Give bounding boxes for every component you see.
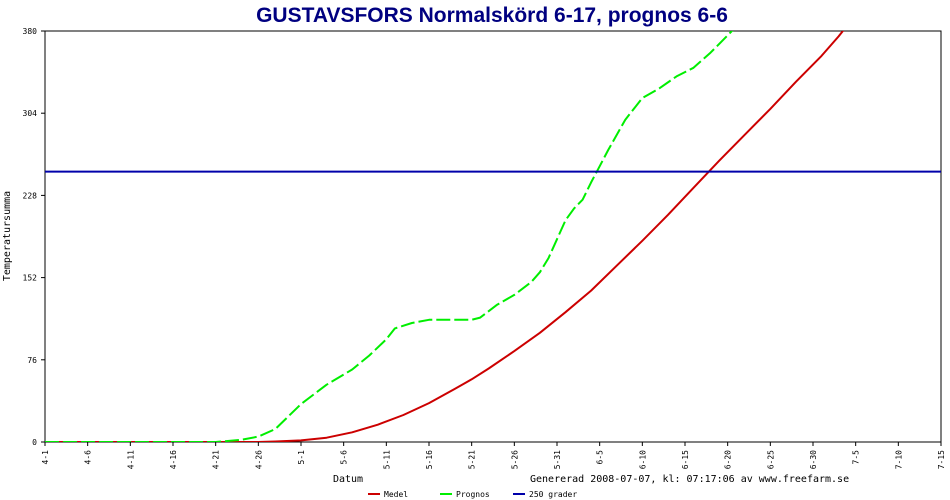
x-tick-label: 4-1 (41, 450, 50, 465)
x-tick-label: 6-15 (681, 450, 690, 469)
legend-label: Medel (384, 490, 408, 499)
x-tick-label: 5-11 (382, 450, 391, 469)
y-axis: 0 76 152 228 304 380 (23, 27, 45, 447)
y-tick-label: 0 (32, 438, 37, 447)
x-tick-label: 6-5 (596, 450, 605, 465)
y-tick-label: 228 (23, 191, 38, 200)
x-tick-label: 7-15 (937, 450, 946, 469)
generated-footer: Genererad 2008-07-07, kl: 07:17:06 av ww… (530, 474, 849, 485)
x-tick-label: 4-26 (254, 450, 263, 469)
y-tick-label: 152 (23, 274, 38, 283)
x-tick-label: 6-10 (638, 450, 647, 469)
x-tick-label: 6-30 (809, 450, 818, 469)
legend-label: Prognos (456, 490, 490, 499)
series-layer (45, 31, 941, 442)
chart-title: GUSTAVSFORS Normalskörd 6-17, prognos 6-… (256, 4, 728, 27)
x-tick-label: 4-21 (212, 450, 221, 469)
x-tick-label: 5-16 (425, 450, 434, 469)
x-tick-label: 4-11 (126, 450, 135, 469)
x-axis-label: Datum (333, 474, 363, 485)
plot-frame (44, 30, 942, 443)
y-axis-label: Temperatursumma (2, 191, 13, 281)
x-tick-label: 5-21 (468, 450, 477, 469)
series-line (45, 31, 734, 442)
y-tick-label: 76 (27, 356, 37, 365)
x-tick-label: 6-20 (724, 450, 733, 469)
y-tick-label: 304 (23, 109, 38, 118)
series-line (45, 31, 845, 442)
x-tick-label: 4-6 (84, 450, 93, 465)
x-axis: 4-1 4-6 4-11 4-16 4-21 4-26 5-1 5-6 5-11 5-16 5-21… (41, 442, 946, 469)
legend: Medel Prognos 250 grader (368, 490, 577, 499)
legend-label: 250 grader (529, 490, 577, 499)
x-tick-label: 7-10 (894, 450, 903, 469)
x-tick-label: 5-6 (340, 450, 349, 465)
x-tick-label: 5-31 (553, 450, 562, 469)
y-tick-label: 380 (23, 27, 38, 36)
x-tick-label: 6-25 (766, 450, 775, 469)
x-tick-label: 4-16 (169, 450, 178, 469)
x-tick-label: 5-1 (297, 450, 306, 465)
x-tick-label: 7-5 (852, 450, 861, 465)
x-tick-label: 5-26 (510, 450, 519, 469)
